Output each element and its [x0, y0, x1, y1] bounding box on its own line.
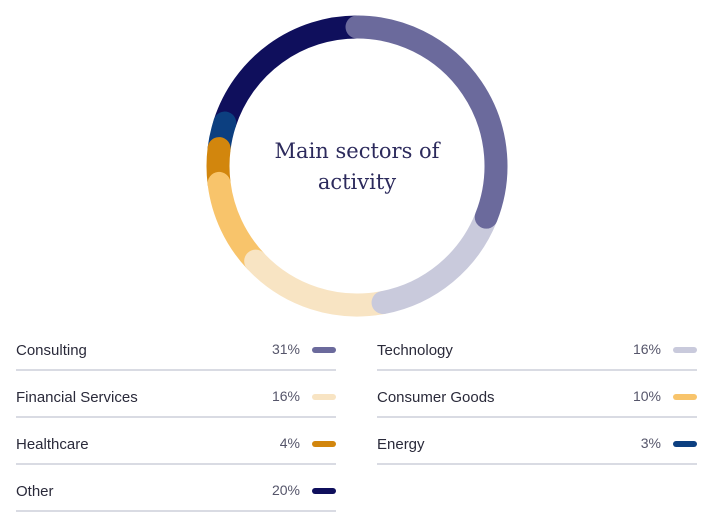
donut-slice-technology — [371, 205, 498, 315]
donut-slice-financial-services — [244, 249, 395, 317]
legend-label: Financial Services — [16, 389, 138, 406]
legend-swatch — [673, 441, 697, 447]
legend-swatch — [312, 394, 336, 400]
legend-item-consulting: Consulting 31% — [16, 324, 336, 371]
legend-label: Healthcare — [16, 436, 89, 453]
legend-swatch — [312, 347, 336, 353]
legend-value: 16% — [632, 341, 661, 357]
legend-label: Technology — [377, 342, 453, 359]
legend-value: 31% — [271, 341, 300, 357]
legend-swatch — [312, 441, 336, 447]
legend-item-other: Other 20% — [16, 465, 336, 512]
legend-item-energy: Energy 3% — [377, 418, 697, 465]
legend-label: Energy — [377, 436, 425, 453]
legend-value: 10% — [632, 388, 661, 404]
legend-label: Consumer Goods — [377, 389, 495, 406]
legend-swatch — [312, 488, 336, 494]
legend-item-technology: Technology 16% — [377, 324, 697, 371]
donut-slice-other — [213, 15, 369, 135]
legend-item-consumer-goods: Consumer Goods 10% — [377, 371, 697, 418]
legend-swatch — [673, 394, 697, 400]
legend-swatch — [673, 347, 697, 353]
legend-value: 20% — [271, 482, 300, 498]
legend-value: 4% — [279, 435, 300, 451]
donut-slice-consulting — [345, 15, 508, 229]
donut-chart — [206, 15, 508, 317]
chart-title: Main sectors of activity — [274, 139, 440, 194]
legend-value: 3% — [640, 435, 661, 451]
legend-label: Consulting — [16, 342, 87, 359]
legend-item-financial-services: Financial Services 16% — [16, 371, 336, 418]
legend-item-healthcare: Healthcare 4% — [16, 418, 336, 465]
legend-label: Other — [16, 483, 54, 500]
legend-value: 16% — [271, 388, 300, 404]
